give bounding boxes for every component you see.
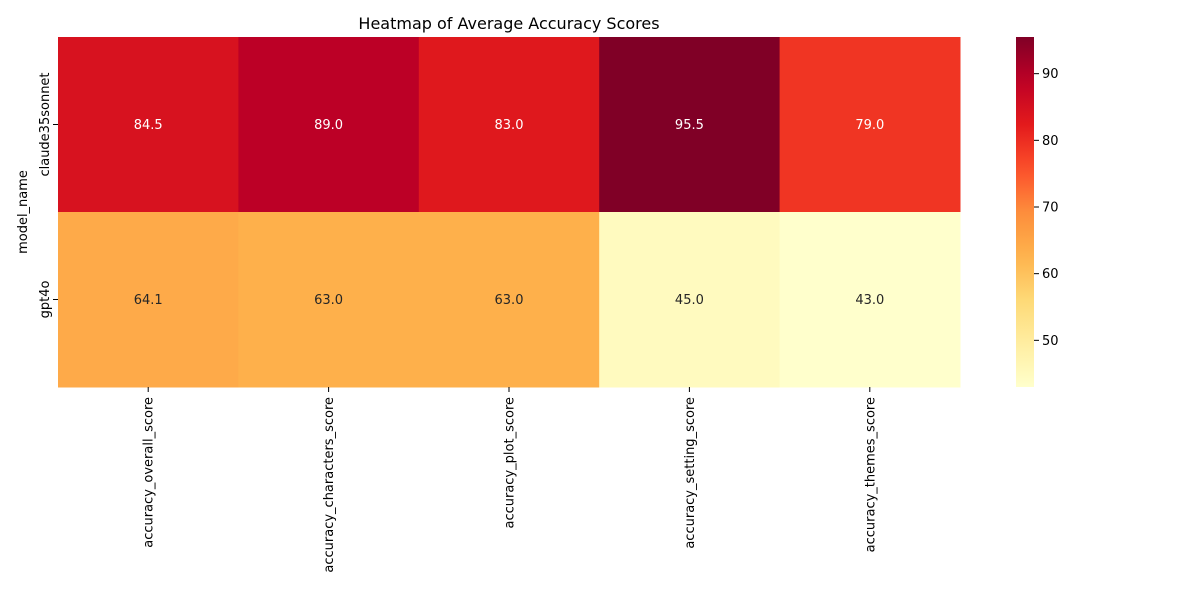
heatmap-cell (599, 212, 781, 388)
colorbar-gradient (1016, 37, 1034, 387)
colorbar-tick-label: 70 (1042, 201, 1059, 216)
cell-annotation: 79.0 (855, 118, 884, 133)
heatmap-cell (418, 37, 600, 213)
colorbar-tick-label: 60 (1042, 267, 1059, 282)
y-tick-label: gpt4o (38, 281, 53, 319)
cell-annotation: 64.1 (134, 293, 163, 308)
heatmap-cell (238, 212, 420, 388)
cell-annotation: 83.0 (495, 118, 524, 133)
heatmap-cell (238, 37, 420, 213)
x-tick-label: accuracy_overall_score (142, 397, 157, 548)
cell-annotation: 45.0 (675, 293, 704, 308)
cell-annotation: 63.0 (495, 293, 524, 308)
cell-annotation: 63.0 (314, 293, 343, 308)
x-tick-label: accuracy_themes_score (863, 397, 878, 552)
colorbar-tick-label: 50 (1042, 334, 1059, 349)
y-axis-ticks: claude35sonnet gpt4o (38, 72, 58, 318)
colorbar-tick-label: 90 (1042, 67, 1059, 82)
heatmap-cell (779, 212, 961, 388)
heatmap-cell (418, 212, 600, 388)
heatmap-cell (599, 37, 781, 213)
heatmap-cell (58, 37, 239, 213)
y-axis-label: model_name (16, 170, 31, 254)
cell-annotation: 84.5 (134, 118, 163, 133)
cell-annotation: 43.0 (855, 293, 884, 308)
x-tick-label: accuracy_setting_score (683, 397, 698, 549)
chart-title: Heatmap of Average Accuracy Scores (358, 14, 659, 33)
cell-annotation: 95.5 (675, 118, 704, 133)
x-tick-label: accuracy_plot_score (503, 397, 518, 529)
x-tick-label: accuracy_characters_score (322, 397, 337, 573)
y-tick-label: claude35sonnet (38, 72, 53, 176)
x-axis-ticks: accuracy_overall_score accuracy_character… (142, 387, 878, 573)
colorbar-tick-label: 80 (1042, 134, 1059, 149)
cell-annotation: 89.0 (314, 118, 343, 133)
cell-annotations: 84.5 89.0 83.0 95.5 79.0 64.1 63.0 63.0 45.0 43.0 (134, 118, 885, 308)
heatmap-cell (779, 37, 961, 213)
heatmap-cells (58, 37, 961, 388)
colorbar: 50 60 70 80 90 (1016, 37, 1059, 387)
heatmap-cell (58, 212, 239, 388)
